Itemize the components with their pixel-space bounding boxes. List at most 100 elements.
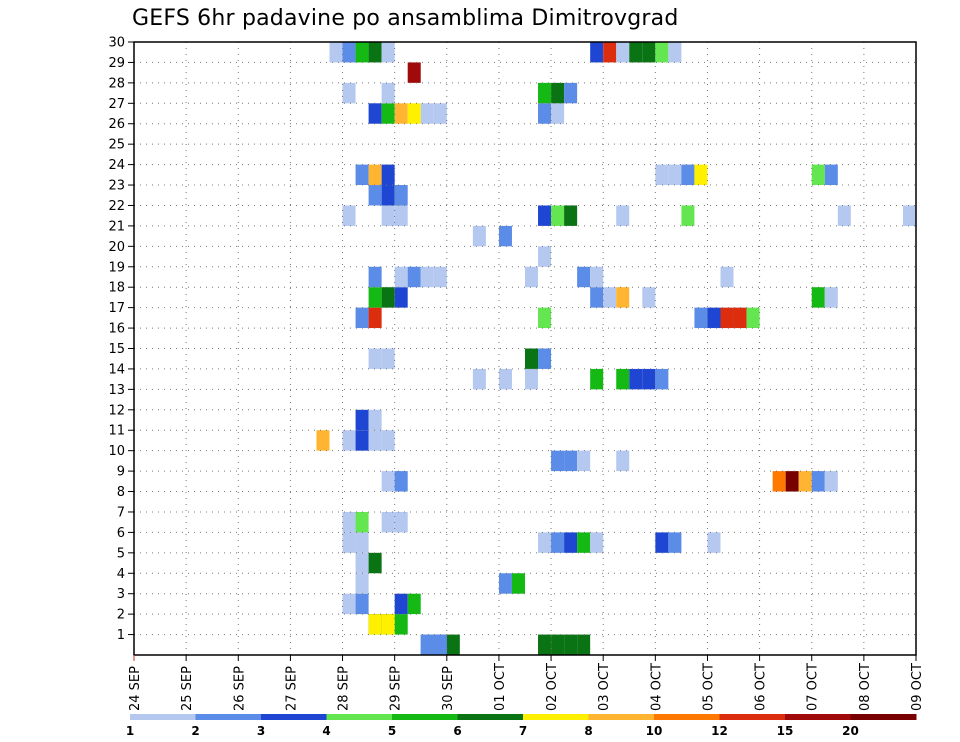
heatmap-cell bbox=[381, 287, 395, 308]
heatmap-cell bbox=[707, 307, 721, 329]
heatmap-cell bbox=[694, 164, 708, 186]
y-tick-label: 23 bbox=[108, 179, 125, 194]
colorbar-swatch bbox=[261, 714, 327, 720]
heatmap-cell bbox=[837, 205, 851, 226]
heatmap-cell bbox=[564, 532, 578, 553]
heatmap-cell bbox=[811, 164, 825, 186]
colorbar: 1 2 3 4 5 6 7 8 10 12 15 20 bbox=[126, 714, 917, 738]
heatmap-cell bbox=[603, 42, 617, 63]
heatmap-cell bbox=[590, 287, 604, 308]
heatmap-cell bbox=[368, 42, 382, 63]
colorbar-swatch bbox=[195, 714, 262, 720]
heatmap-cells bbox=[316, 42, 916, 655]
colorbar-label: 20 bbox=[842, 724, 859, 738]
chart-title: GEFS 6hr padavine po ansamblima Dimitrov… bbox=[132, 6, 679, 31]
heatmap-cell bbox=[381, 205, 395, 226]
heatmap-cell bbox=[368, 348, 382, 369]
heatmap-cell bbox=[824, 164, 838, 186]
heatmap-cell bbox=[355, 552, 369, 574]
y-tick-label: 6 bbox=[117, 526, 125, 541]
heatmap-cell bbox=[407, 62, 421, 83]
heatmap-cell bbox=[564, 205, 578, 226]
heatmap-cell bbox=[368, 552, 382, 574]
heatmap-cell bbox=[668, 164, 682, 186]
heatmap-cell bbox=[355, 532, 369, 553]
heatmap-cell bbox=[538, 532, 552, 553]
heatmap-cell bbox=[551, 532, 565, 553]
heatmap-cell bbox=[590, 532, 604, 553]
heatmap-cell bbox=[381, 82, 395, 104]
colorbar-swatch bbox=[392, 714, 458, 720]
y-tick-label: 5 bbox=[117, 546, 125, 561]
heatmap-cell bbox=[498, 225, 512, 247]
heatmap-cell bbox=[733, 307, 747, 329]
heatmap-cell bbox=[551, 205, 565, 226]
heatmap-cell bbox=[355, 42, 369, 63]
heatmap-cell bbox=[577, 634, 591, 655]
heatmap-cell bbox=[538, 307, 552, 329]
heatmap-cell bbox=[616, 42, 630, 63]
heatmap-cell bbox=[420, 634, 434, 655]
x-tick-label: 01 OCT bbox=[493, 663, 508, 711]
heatmap-cell bbox=[655, 368, 669, 390]
heatmap-cell bbox=[629, 42, 643, 63]
heatmap-cell bbox=[355, 430, 369, 451]
colorbar-swatch bbox=[588, 714, 655, 720]
y-tick-label: 2 bbox=[117, 608, 125, 623]
heatmap-cell bbox=[381, 42, 395, 63]
heatmap-cell bbox=[720, 307, 734, 329]
heatmap-cell bbox=[381, 185, 395, 206]
heatmap-cell bbox=[707, 532, 721, 553]
heatmap-cell bbox=[720, 266, 734, 288]
colorbar-swatch bbox=[457, 714, 524, 720]
x-tick-label: 30 SEP bbox=[441, 666, 456, 711]
x-tick-label: 04 OCT bbox=[649, 663, 664, 711]
colorbar-label: 15 bbox=[777, 724, 794, 738]
heatmap-cell bbox=[342, 42, 356, 63]
heatmap-cell bbox=[538, 82, 552, 104]
heatmap-cell bbox=[772, 471, 786, 492]
heatmap-cell bbox=[642, 42, 656, 63]
heatmap-cell bbox=[394, 287, 408, 308]
heatmap-cell bbox=[433, 103, 447, 124]
heatmap-cell bbox=[368, 409, 382, 431]
heatmap-cell bbox=[902, 205, 916, 226]
colorbar-swatch bbox=[130, 714, 196, 720]
y-tick-label: 9 bbox=[117, 465, 125, 480]
heatmap-cell bbox=[577, 266, 591, 288]
heatmap-cell bbox=[368, 307, 382, 329]
heatmap-cell bbox=[824, 471, 838, 492]
colorbar-label: 10 bbox=[646, 724, 663, 738]
y-tick-label: 27 bbox=[108, 97, 125, 112]
heatmap-cell bbox=[511, 573, 525, 594]
heatmap-cell bbox=[342, 593, 356, 615]
heatmap-cell bbox=[407, 593, 421, 615]
heatmap-cell bbox=[433, 266, 447, 288]
heatmap-cell bbox=[472, 225, 486, 247]
heatmap-cell bbox=[525, 348, 539, 369]
y-tick-label: 13 bbox=[108, 383, 125, 398]
heatmap-cell bbox=[551, 450, 565, 472]
colorbar-label: 6 bbox=[453, 724, 461, 738]
heatmap-cell bbox=[564, 82, 578, 104]
heatmap-cell bbox=[681, 164, 695, 186]
heatmap-cell bbox=[420, 103, 434, 124]
heatmap-cell bbox=[316, 430, 330, 451]
colorbar-swatch bbox=[719, 714, 786, 720]
heatmap-cell bbox=[590, 368, 604, 390]
heatmap-cell bbox=[355, 164, 369, 186]
y-tick-label: 7 bbox=[117, 505, 125, 520]
colorbar-label: 3 bbox=[257, 724, 265, 738]
x-tick-label: 02 OCT bbox=[545, 663, 560, 711]
heatmap-cell bbox=[368, 614, 382, 635]
x-tick-label: 26 SEP bbox=[232, 666, 247, 711]
colorbar-label: 8 bbox=[584, 724, 592, 738]
y-tick-label: 22 bbox=[108, 199, 125, 214]
x-tick-label: 08 OCT bbox=[858, 663, 873, 711]
x-tick-label: 07 OCT bbox=[806, 663, 821, 711]
heatmap-cell bbox=[368, 185, 382, 206]
heatmap-cell bbox=[551, 82, 565, 104]
heatmap-cell bbox=[355, 511, 369, 533]
y-tick-label: 24 bbox=[108, 158, 125, 173]
